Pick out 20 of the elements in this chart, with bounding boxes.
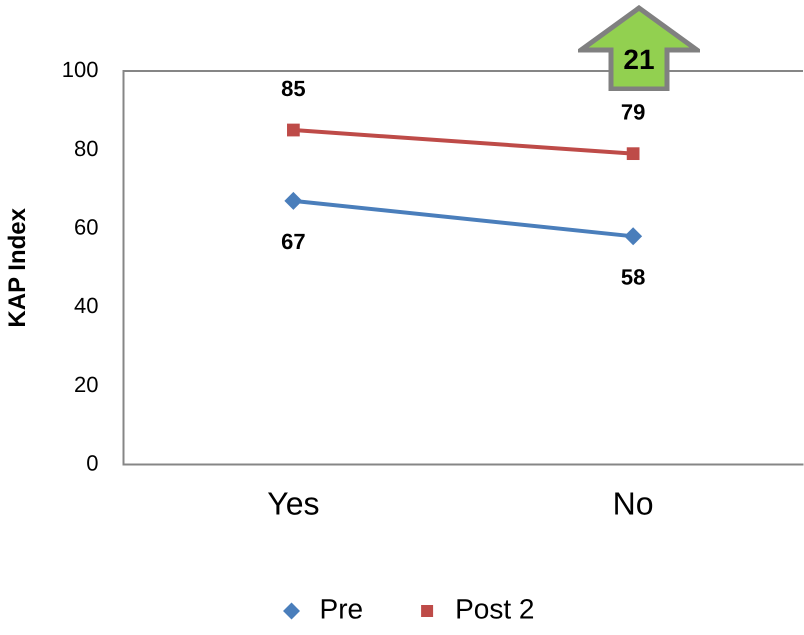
x-tick-label: No: [612, 486, 654, 522]
legend-label: Post 2: [455, 594, 534, 625]
point: [626, 147, 640, 160]
data-label: 67: [281, 228, 306, 254]
y-tick-label: 0: [86, 450, 99, 476]
y-axis-title: KAP Index: [4, 207, 32, 328]
y-tick-label: 20: [74, 372, 99, 397]
data-label: 79: [620, 100, 646, 125]
point: [287, 124, 300, 136]
y-tick-label: 40: [74, 293, 99, 318]
annotation: 21: [622, 44, 656, 76]
legend-label: Pre: [320, 594, 364, 625]
data-label: 85: [281, 76, 306, 102]
y-tick-label: 60: [74, 214, 99, 240]
data-label: 58: [620, 264, 646, 290]
point: [624, 227, 642, 246]
point: [284, 192, 302, 210]
y-tick-label: 100: [62, 57, 99, 82]
x-tick-label: Yes: [267, 486, 320, 522]
y-tick-label: 80: [74, 136, 99, 161]
